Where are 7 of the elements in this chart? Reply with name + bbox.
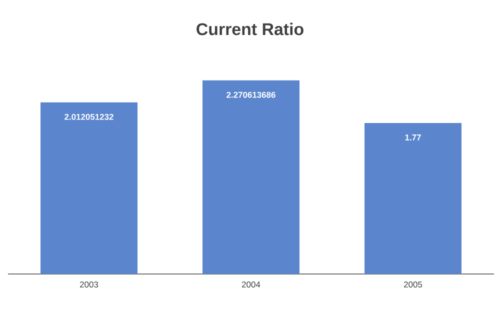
- data-label: 2.270613686: [226, 92, 276, 98]
- data-label: 2.012051232: [64, 114, 114, 120]
- x-tick-label: 2005: [404, 282, 422, 288]
- data-label: 1.77: [405, 134, 421, 140]
- x-tick-label: 2003: [80, 282, 98, 288]
- chart-title: Current Ratio: [196, 22, 304, 36]
- x-tick-label: 2004: [242, 282, 260, 288]
